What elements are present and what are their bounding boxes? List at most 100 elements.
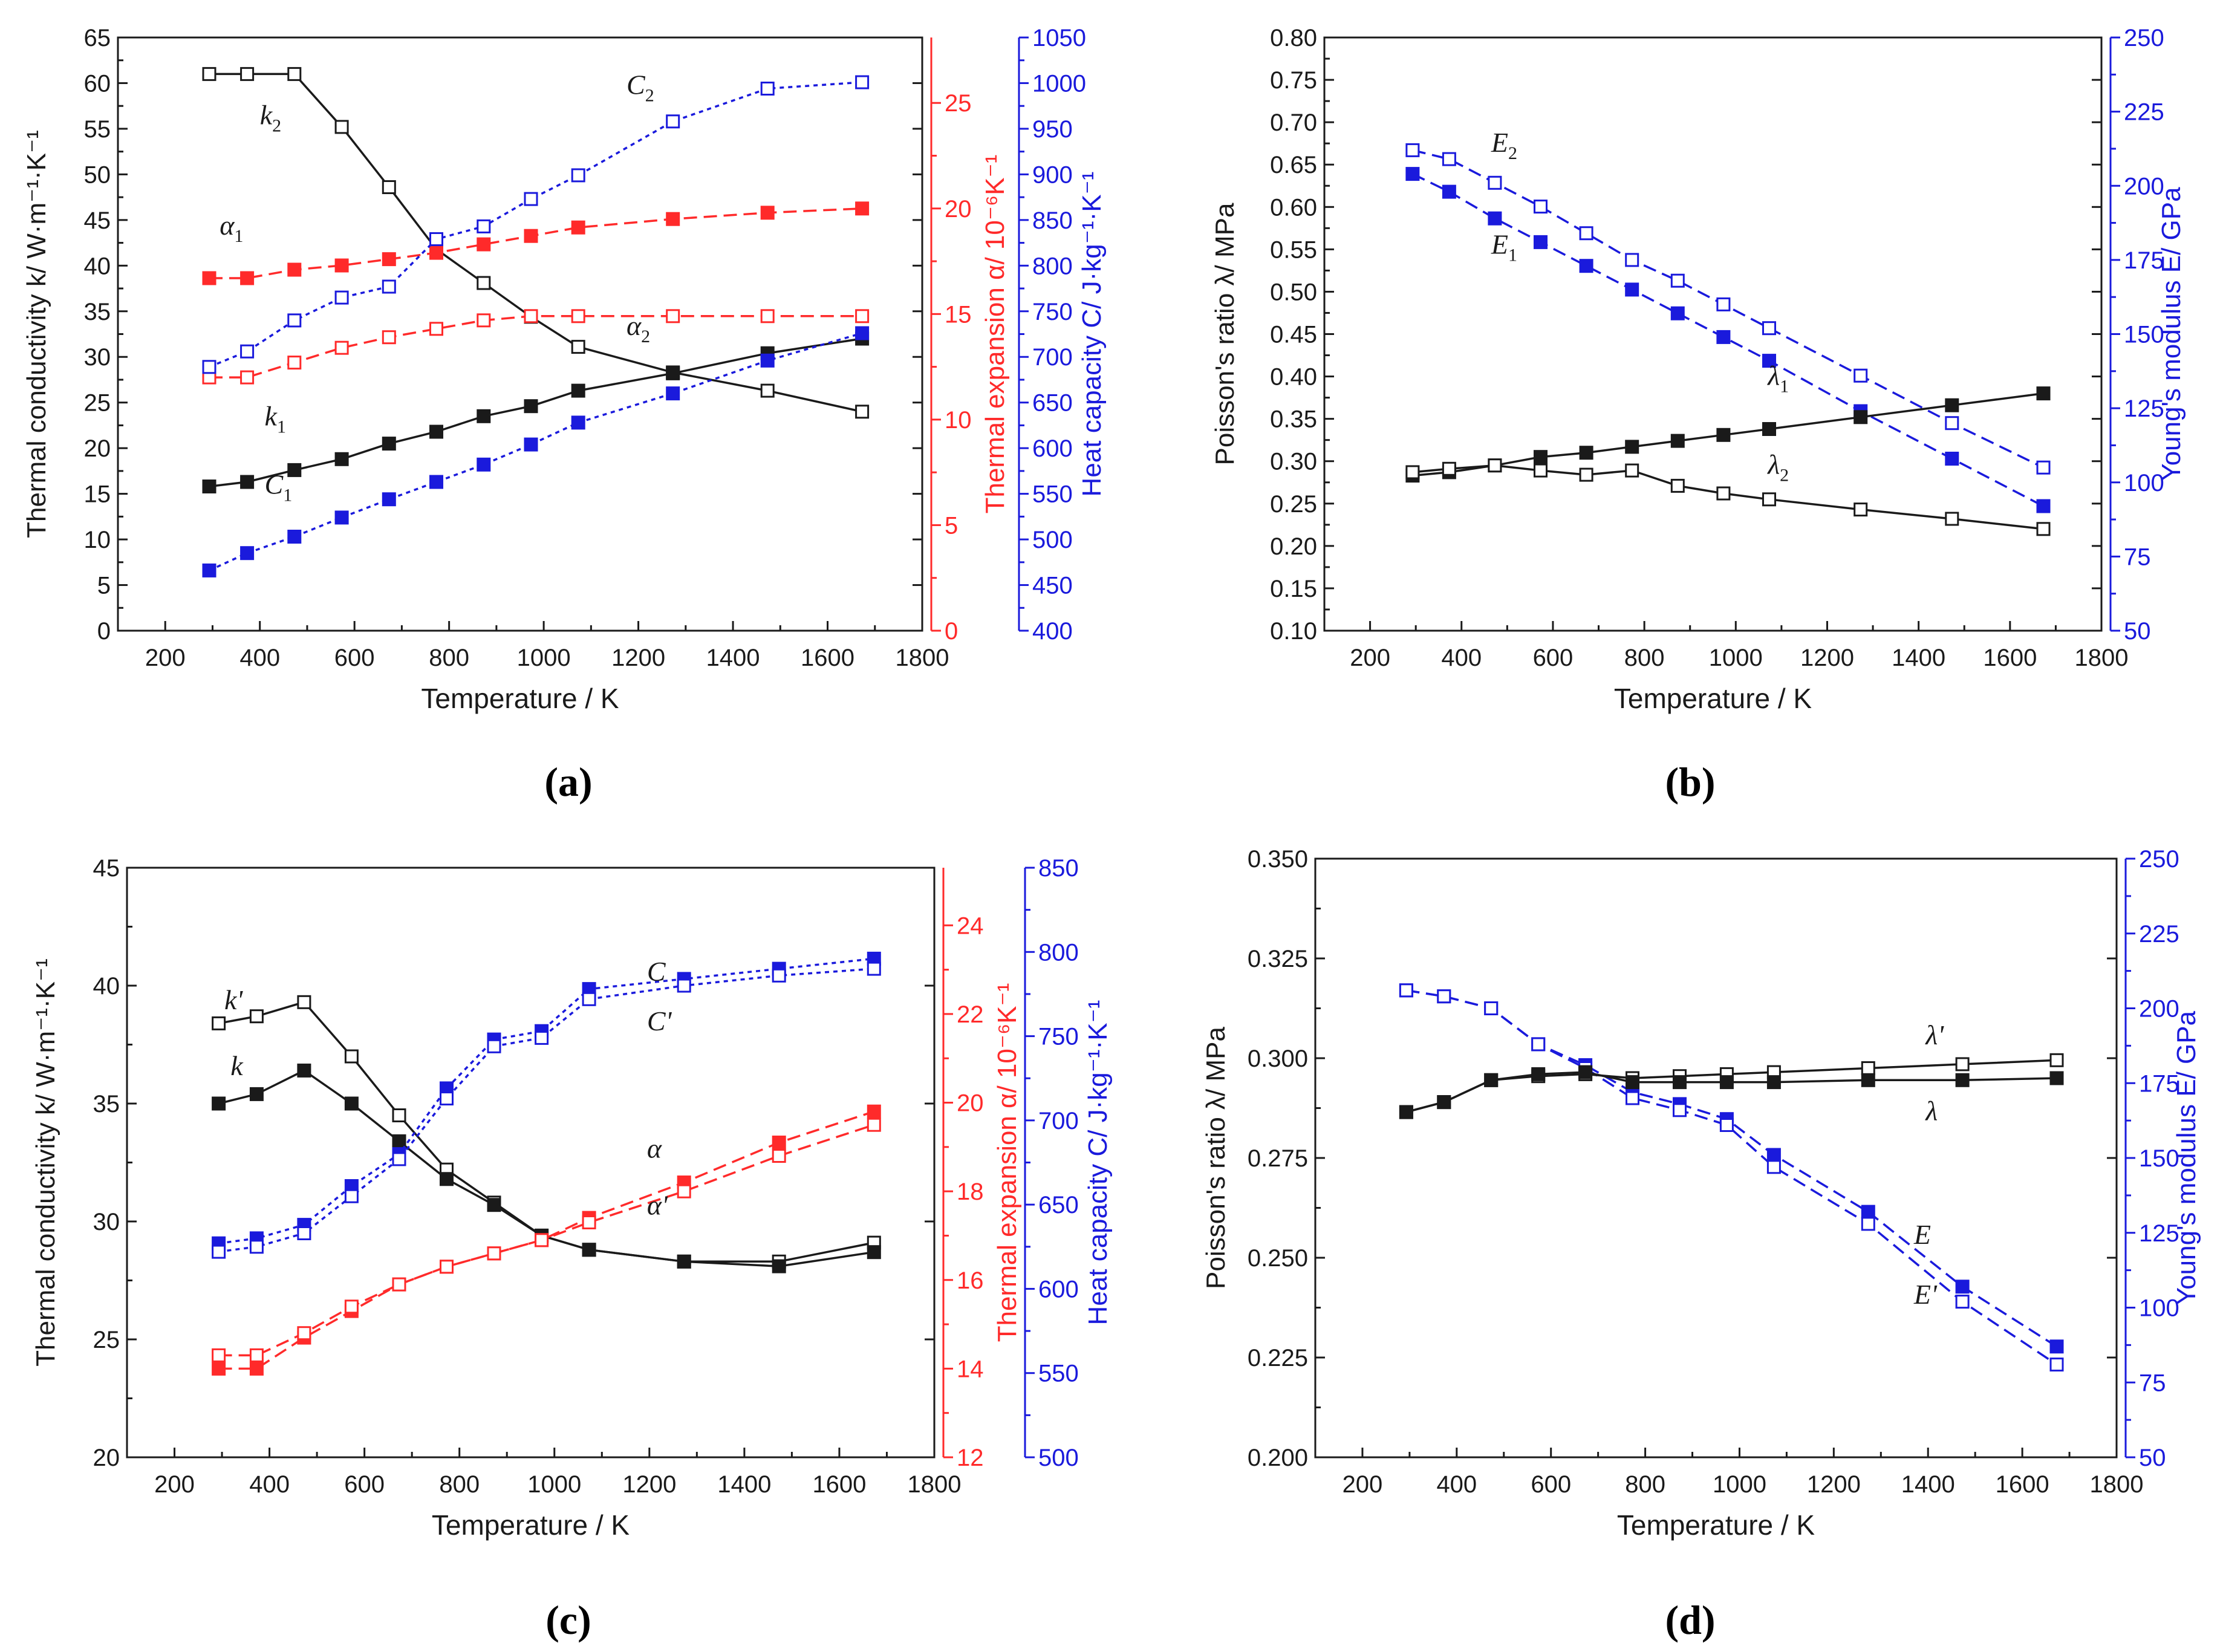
x-tick-label: 1600 (1983, 645, 2037, 671)
blue-y-tick-label: 250 (2124, 25, 2164, 51)
blue-y-tick-label: 200 (2139, 996, 2179, 1023)
data-point-C-prime-6 (487, 1039, 501, 1053)
left-y-tick-label: 35 (93, 1091, 120, 1117)
data-point-lambda-prime-9 (1861, 1061, 1875, 1075)
blue-y-tick-label: 950 (1032, 116, 1073, 143)
x-axis-label: Temperature / K (1614, 683, 1812, 714)
data-point-k-6 (487, 1198, 501, 1212)
x-tick-label: 200 (1343, 1471, 1383, 1498)
data-point-E1-7 (1716, 330, 1731, 344)
data-point-E1-0 (1405, 167, 1420, 181)
blue-y-tick-label: 200 (2124, 173, 2164, 200)
left-y-tick-label: 0.350 (1248, 846, 1308, 873)
data-point-alpha-prime-1 (249, 1348, 264, 1362)
blue-y-tick-label: 1050 (1032, 25, 1086, 51)
data-point-lambda2-2 (1488, 458, 1502, 473)
blue-y-tick-label: 750 (1038, 1024, 1079, 1050)
x-tick-label: 1000 (1713, 1471, 1766, 1498)
data-point-lambda1-7 (1716, 428, 1731, 442)
data-point-lambda1-8 (1762, 422, 1776, 436)
x-tick-label: 400 (249, 1471, 290, 1498)
data-point-lambda2-6 (1670, 478, 1685, 493)
data-point-k2-6 (477, 276, 491, 290)
data-point-C1-8 (571, 415, 585, 430)
data-point-lambda2-11 (2036, 522, 2051, 536)
data-point-E-prime-11 (2049, 1358, 2064, 1372)
blue-y-tick-label: 900 (1032, 161, 1073, 188)
x-axis-label: Temperature / K (1617, 1509, 1815, 1541)
x-axis-label: Temperature / K (432, 1509, 630, 1541)
series-line-k1 (209, 337, 862, 488)
chart-panel-c: 200 400 600 800 1000 1200 1400 1600 1800 Temperat… (31, 855, 1113, 1541)
data-point-k2-4 (382, 180, 396, 194)
red-y-tick-label: 15 (945, 301, 972, 328)
left-y-tick-label: 25 (84, 390, 111, 417)
x-tick-label: 1200 (611, 645, 665, 671)
series-annotation: α' (647, 1189, 668, 1220)
x-tick-label: 1600 (801, 645, 854, 671)
left-y-tick-label: 5 (97, 573, 111, 599)
data-point-lambda-4 (1578, 1065, 1593, 1079)
series-annotation: α (647, 1133, 662, 1164)
data-point-C2-2 (287, 313, 302, 328)
series-annotation: λ' (1924, 1019, 1944, 1050)
left-y-tick-label: 0.40 (1270, 364, 1317, 391)
data-point-C-prime-9 (677, 978, 691, 993)
series-line-lambda2 (1412, 464, 2044, 530)
series-annotation: k (230, 1050, 244, 1081)
blue-y-tick-label: 600 (1038, 1276, 1079, 1302)
blue-y-tick-label: 600 (1032, 435, 1073, 462)
data-point-E2-11 (2036, 460, 2051, 475)
x-tick-label: 1200 (1800, 645, 1854, 671)
data-point-E2-1 (1442, 152, 1456, 166)
blue-y-tick-label: 500 (1038, 1445, 1079, 1471)
x-tick-label: 800 (1625, 1471, 1665, 1498)
data-point-lambda1-9 (1854, 410, 1868, 424)
series-annotation: E (1913, 1219, 1931, 1250)
data-point-lambda-0 (1399, 1105, 1413, 1119)
data-point-C1-1 (240, 546, 255, 561)
data-point-C1-0 (202, 563, 216, 577)
data-point-E1-1 (1442, 184, 1456, 199)
data-point-k-prime-4 (392, 1108, 406, 1122)
blue-y-tick-label: 1000 (1032, 70, 1086, 97)
data-point-alpha1-0 (202, 271, 216, 285)
data-point-alpha2-3 (334, 340, 349, 355)
series-annotation-subscript: 2 (1508, 143, 1517, 163)
x-tick-label: 1000 (517, 645, 571, 671)
data-point-lambda-11 (2049, 1071, 2064, 1085)
x-tick-label: 200 (154, 1471, 195, 1498)
red-y-tick-label: 0 (945, 618, 958, 645)
data-point-E2-4 (1579, 226, 1593, 241)
x-tick-label: 1800 (896, 645, 949, 671)
series-annotation-subscript: 1 (283, 486, 292, 506)
data-point-alpha-prime-4 (392, 1277, 406, 1292)
blue-y-tick-label: 100 (2124, 470, 2164, 496)
left-y-tick-label: 55 (84, 116, 111, 143)
data-point-C-prime-0 (212, 1244, 226, 1259)
left-y-tick-label: 0.15 (1270, 576, 1317, 602)
left-y-tick-label: 30 (93, 1209, 120, 1235)
data-point-C2-8 (571, 168, 585, 183)
blue-y-tick-label: 800 (1038, 939, 1079, 966)
left-y-tick-label: 0.10 (1270, 618, 1317, 645)
blue-y-tick-label: 225 (2124, 99, 2164, 126)
blue-y-tick-label: 500 (1032, 527, 1073, 553)
blue-y-tick-label: 75 (2124, 544, 2151, 570)
series-line-alpha2 (209, 315, 862, 379)
data-point-C1-4 (382, 492, 396, 507)
x-tick-label: 600 (334, 645, 375, 671)
x-tick-label: 1800 (2075, 645, 2129, 671)
data-point-C-prime-3 (344, 1189, 359, 1203)
data-point-C2-3 (334, 290, 349, 305)
chart-panel-a: 200 400 600 800 1000 1200 1400 1600 1800Temperat… (22, 25, 1107, 714)
panel-label-c: (c) (545, 1597, 591, 1643)
x-tick-label: 800 (1624, 645, 1665, 671)
blue-y-tick-label: 650 (1038, 1192, 1079, 1218)
left-y-tick-label: 15 (84, 481, 111, 508)
series-line-k (218, 1069, 874, 1267)
data-point-k-2 (297, 1063, 311, 1078)
series-line-alpha-prime (218, 1124, 874, 1357)
red-y-tick-label: 20 (945, 196, 972, 223)
data-point-E-prime-5 (1626, 1091, 1639, 1105)
